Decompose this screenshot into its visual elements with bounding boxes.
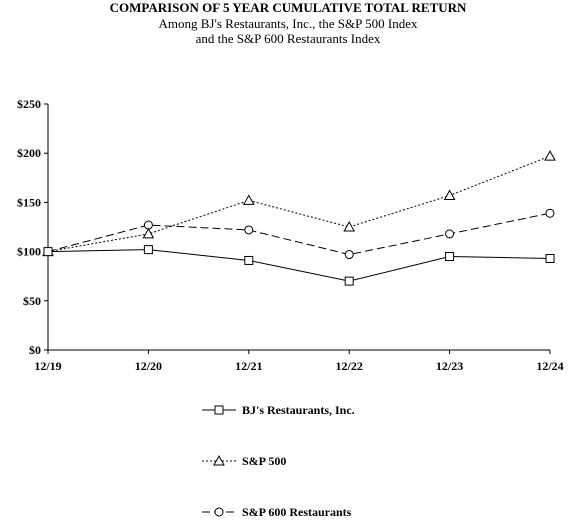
series-line-triangle <box>47 155 551 253</box>
data-point-circle <box>143 220 153 230</box>
series-markers <box>42 150 556 286</box>
chart-subtitle-line-1: Among BJ's Restaurants, Inc., the S&P 50… <box>158 16 418 31</box>
y-tick-label: $250 <box>17 97 41 111</box>
legend-label: S&P 600 Restaurants <box>242 505 352 519</box>
x-tick-label: 12/22 <box>336 359 363 373</box>
data-point-square <box>445 252 455 262</box>
data-point-square <box>244 255 254 265</box>
data-point-circle <box>545 208 555 218</box>
y-tick-label: $200 <box>17 146 41 160</box>
data-point-square <box>344 276 354 286</box>
x-tick-label: 12/23 <box>436 359 463 373</box>
series-line-square <box>47 249 551 282</box>
x-tick-label: 12/20 <box>135 359 162 373</box>
y-axis-ticks: $0 $50 $100 $150 $200 $250 <box>17 97 48 357</box>
data-point-square <box>43 247 53 257</box>
chart-title: COMPARISON OF 5 YEAR CUMULATIVE TOTAL RE… <box>109 0 467 15</box>
legend-marker-circle <box>214 507 224 517</box>
y-tick-label: $150 <box>17 195 41 209</box>
data-point-circle <box>344 250 354 260</box>
x-axis-ticks: 12/19 12/20 12/21 12/22 12/23 12/24 <box>34 350 564 373</box>
chart-subtitle-line-2: and the S&P 600 Restaurants Index <box>195 31 381 46</box>
y-tick-label: $0 <box>29 343 41 357</box>
data-point-circle <box>445 229 455 239</box>
x-tick-label: 12/21 <box>235 359 262 373</box>
legend-marker-square <box>214 405 224 415</box>
legend-label: S&P 500 <box>242 454 286 468</box>
series-line-circle <box>47 212 551 256</box>
y-tick-label: $100 <box>17 245 41 259</box>
data-point-triangle <box>142 227 155 239</box>
legend-label: BJ's Restaurants, Inc. <box>242 403 355 417</box>
series-lines <box>47 155 551 282</box>
chart-axes <box>47 104 550 351</box>
data-point-circle <box>244 225 254 235</box>
legend: BJ's Restaurants, Inc. S&P 500 S&P 600 Res… <box>202 403 355 519</box>
data-point-triangle <box>343 220 356 232</box>
data-point-triangle <box>544 150 556 161</box>
legend-marker-triangle <box>213 454 225 466</box>
data-point-triangle <box>242 194 255 205</box>
data-point-square <box>143 245 153 255</box>
x-tick-label: 12/24 <box>536 359 563 373</box>
data-point-triangle <box>443 189 456 201</box>
x-tick-label: 12/19 <box>34 359 61 373</box>
data-point-square <box>545 253 555 263</box>
y-tick-label: $50 <box>23 294 41 308</box>
